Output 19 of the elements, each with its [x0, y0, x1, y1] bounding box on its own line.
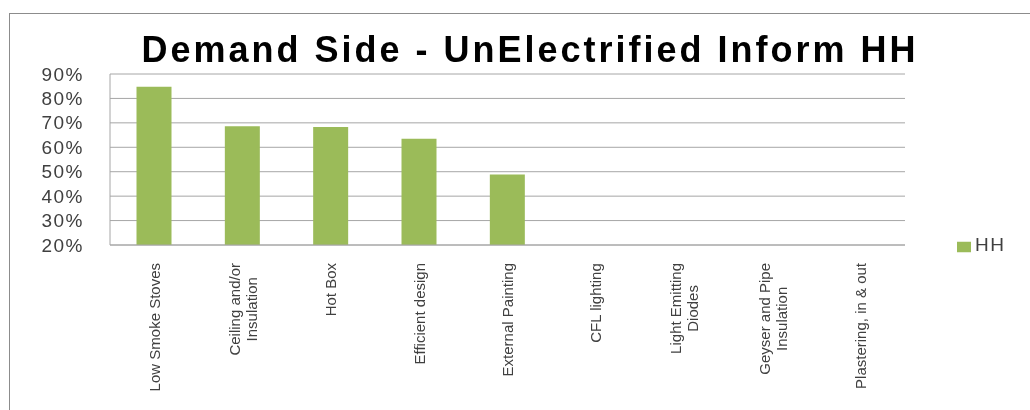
y-tick-label: 30%: [41, 210, 84, 232]
x-tick-label: Geyser and Pipe Insulation: [755, 263, 790, 375]
x-tick-label: Low Smoke Stoves: [145, 262, 163, 392]
y-tick-label: 50%: [41, 161, 84, 183]
y-tick-label: 90%: [41, 63, 84, 85]
chart-title: Demand Side - UnElectrified Inform HH: [141, 29, 919, 70]
x-tick-label: Plastering, in & out: [852, 262, 870, 389]
legend-label: HH: [975, 234, 1006, 255]
x-tick-label: Hot Box: [322, 262, 340, 317]
y-tick-label: 20%: [41, 234, 84, 256]
y-tick-label: 70%: [41, 112, 84, 134]
x-tick-label: External Painting: [499, 263, 516, 377]
x-tick-label: Light Emitting Diodes: [667, 262, 702, 354]
x-tick-label: Efficient design: [410, 262, 428, 365]
x-tick-label: CFL lighting: [587, 263, 605, 343]
x-tick-label: Ceiling and/or Insulation: [225, 263, 260, 356]
y-tick-label: 40%: [41, 185, 84, 207]
y-tick-label: 80%: [41, 87, 84, 109]
y-tick-label: 60%: [41, 136, 84, 158]
